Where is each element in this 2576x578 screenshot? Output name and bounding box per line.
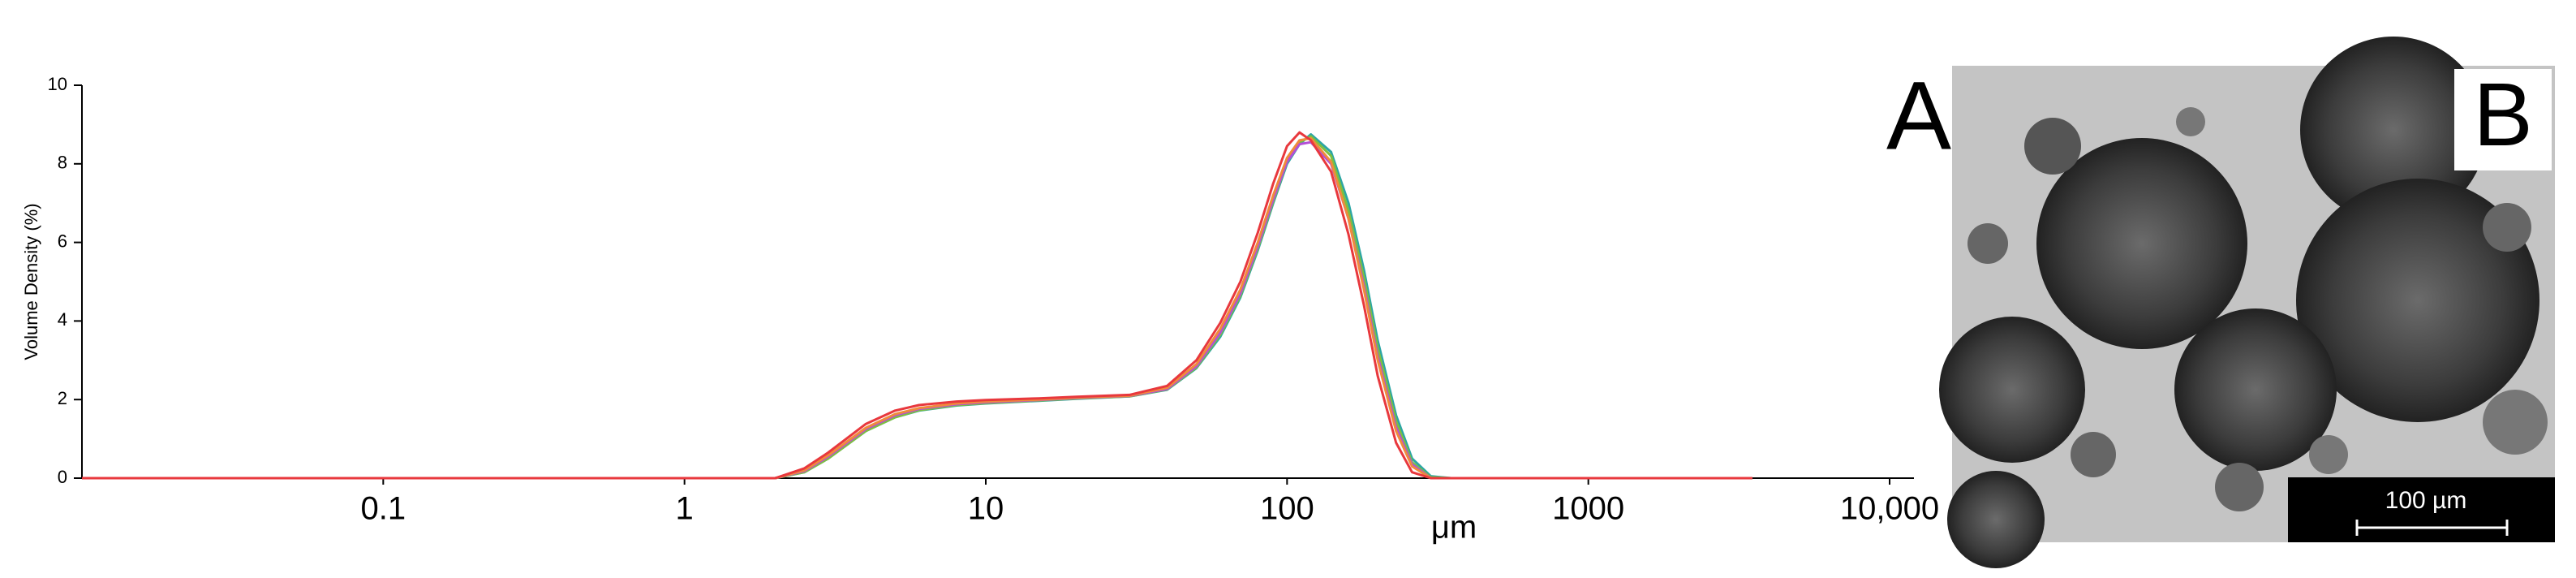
y-tick-label: 8	[58, 153, 67, 173]
scale-bar-label: 100 µm	[2385, 487, 2467, 514]
x-tick-label: 1	[676, 491, 694, 527]
series-line	[82, 135, 1752, 480]
series-line	[82, 140, 1752, 480]
x-tick-label: 10	[968, 491, 1004, 527]
series-line	[82, 136, 1752, 480]
y-tick-label: 2	[58, 388, 67, 408]
x-axis-label: μm	[1431, 510, 1477, 546]
x-tick-label: 10,000	[1840, 491, 1939, 527]
y-tick-label: 0	[58, 467, 67, 487]
panel-label: B	[2473, 65, 2532, 165]
micrograph: B 100 µm	[1939, 37, 2555, 568]
x-tick-label: 0.1	[361, 491, 406, 527]
series-line	[82, 133, 1752, 480]
y-tick-label: 4	[58, 309, 67, 330]
series-line	[82, 131, 1752, 480]
x-tick-label: 1000	[1552, 491, 1624, 527]
panel-label: A	[1886, 62, 1951, 170]
y-tick-label: 10	[48, 74, 67, 94]
x-tick-label: 100	[1260, 491, 1314, 527]
y-axis-label: Volume Density (%)	[21, 203, 41, 360]
y-tick-label: 6	[58, 231, 67, 251]
